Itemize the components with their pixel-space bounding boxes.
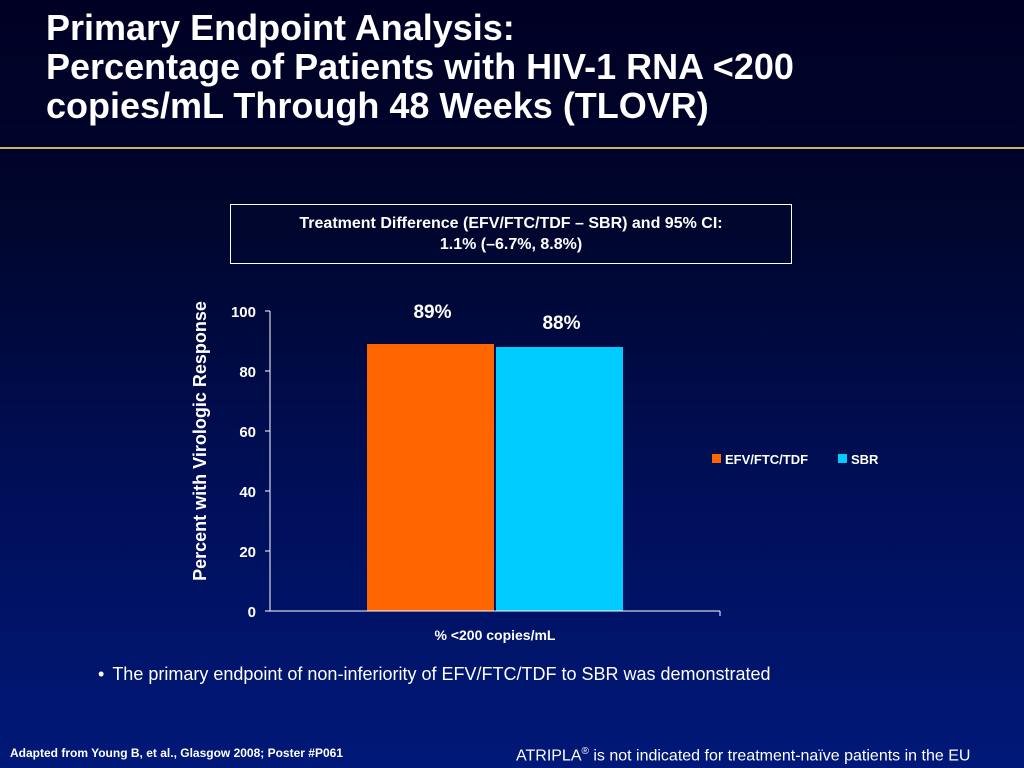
y-tick-label: 80 [239, 364, 256, 381]
legend: EFV/FTC/TDF SBR [712, 452, 879, 467]
legend-swatch [838, 454, 847, 463]
legend-swatch [712, 454, 721, 463]
bar-chart: 0 20 40 60 80 100 Percent with Virologic Respo… [190, 301, 879, 643]
registered-mark: ® [581, 746, 589, 757]
y-axis: 0 20 40 60 80 100 Percent with Virologic Respo… [190, 301, 271, 621]
x-category-label: % <200 copies/mL [434, 627, 555, 643]
bars: 89% 88% [367, 302, 623, 611]
treatment-difference-value: 1.1% (–6.7%, 8.8%) [439, 236, 583, 253]
data-label: 88% [542, 313, 580, 334]
title-line-3: copies/mL Through 48 Weeks (TLOVR) [46, 85, 709, 126]
bar-efv-ftc-tdf [367, 344, 494, 611]
bullet-dot: • [98, 664, 105, 684]
legend-label: EFV/FTC/TDF [725, 452, 808, 467]
legend-label: SBR [851, 452, 879, 467]
y-tick-label: 100 [231, 304, 256, 321]
brand-name: ATRIPLA [516, 747, 582, 765]
x-axis: % <200 copies/mL [270, 610, 721, 643]
bullet-point: • The primary endpoint of non-inferiority… [98, 664, 771, 685]
y-tick-label: 20 [239, 544, 256, 561]
title-divider [0, 147, 1024, 149]
indication-footnote: ATRIPLA® is not indicated for treatment-… [516, 746, 970, 765]
y-axis-title: Percent with Virologic Response [190, 301, 210, 581]
treatment-difference-label: Treatment Difference (EFV/FTC/TDF – SBR)… [299, 215, 723, 232]
indication-text: is not indicated for treatment-naïve pat… [588, 747, 971, 765]
title-line-1: Primary Endpoint Analysis: [46, 7, 515, 48]
title-line-2: Percentage of Patients with HIV-1 RNA <2… [46, 46, 794, 87]
slide-title: Primary Endpoint Analysis: Percentage of… [46, 8, 1006, 125]
y-tick-label: 60 [239, 424, 256, 441]
treatment-difference-box: Treatment Difference (EFV/FTC/TDF – SBR)… [230, 204, 792, 264]
bullet-text: The primary endpoint of non-inferiority … [112, 664, 771, 684]
data-label: 89% [413, 302, 451, 323]
y-tick-label: 0 [248, 604, 256, 621]
y-tick-label: 40 [239, 484, 256, 501]
citation-footnote: Adapted from Young B, et al., Glasgow 20… [10, 746, 343, 760]
bar-sbr [496, 347, 623, 611]
